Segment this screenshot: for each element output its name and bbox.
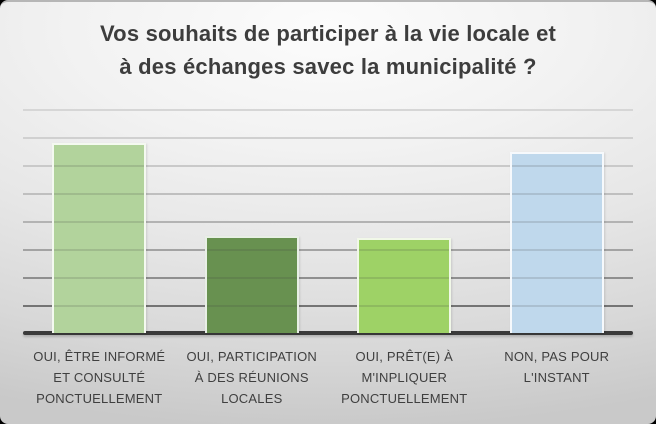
category-label-line: PONCTUELLEMENT: [341, 391, 468, 406]
category-labels-row: OUI, ÊTRE INFORMÉ ET CONSULTÉ PONCTUELLEME…: [23, 346, 633, 416]
bar-4: [509, 152, 604, 333]
category-label-line: PONCTUELLEMENT: [36, 391, 163, 406]
bar-2: [204, 236, 299, 333]
category-label-line: NON, PAS POUR: [504, 349, 610, 364]
plot-area: [23, 97, 633, 335]
gridline: [23, 137, 633, 139]
chart-title-line-1: Vos souhaits de participer à la vie loca…: [99, 21, 557, 46]
gridline: [23, 305, 633, 307]
bar-3: [357, 238, 452, 333]
gridline: [23, 249, 633, 251]
gridline: [23, 221, 633, 223]
chart-title-line-2: à des échanges savec la municipalité ?: [119, 54, 537, 79]
category-label-line: M'INPLIQUER: [361, 370, 448, 385]
category-label-line: OUI, ÊTRE INFORMÉ: [33, 349, 166, 364]
category-label-3: OUI, PRÊT(E) À M'INPLIQUER PONCTUELLEMENT: [314, 346, 494, 409]
gridline: [23, 109, 633, 111]
category-label-line: ET CONSULTÉ: [53, 370, 146, 385]
category-label-line: OUI, PARTICIPATION: [186, 349, 317, 364]
category-label-2: OUI, PARTICIPATION À DES RÉUNIONS LOCALES: [162, 346, 342, 409]
category-label-line: À DES RÉUNIONS: [194, 370, 309, 385]
gridline: [23, 165, 633, 167]
category-label-line: OUI, PRÊT(E) À: [355, 349, 453, 364]
gridline: [23, 277, 633, 279]
category-label-4: NON, PAS POUR L'INSTANT: [467, 346, 647, 388]
gridline: [23, 193, 633, 195]
category-label-line: LOCALES: [221, 391, 283, 406]
chart-title: Vos souhaits de participer à la vie loca…: [0, 17, 656, 83]
x-axis-baseline: [23, 331, 633, 335]
category-label-line: L'INSTANT: [523, 370, 590, 385]
category-label-1: OUI, ÊTRE INFORMÉ ET CONSULTÉ PONCTUELLEME…: [9, 346, 189, 409]
bar-1: [52, 143, 147, 333]
